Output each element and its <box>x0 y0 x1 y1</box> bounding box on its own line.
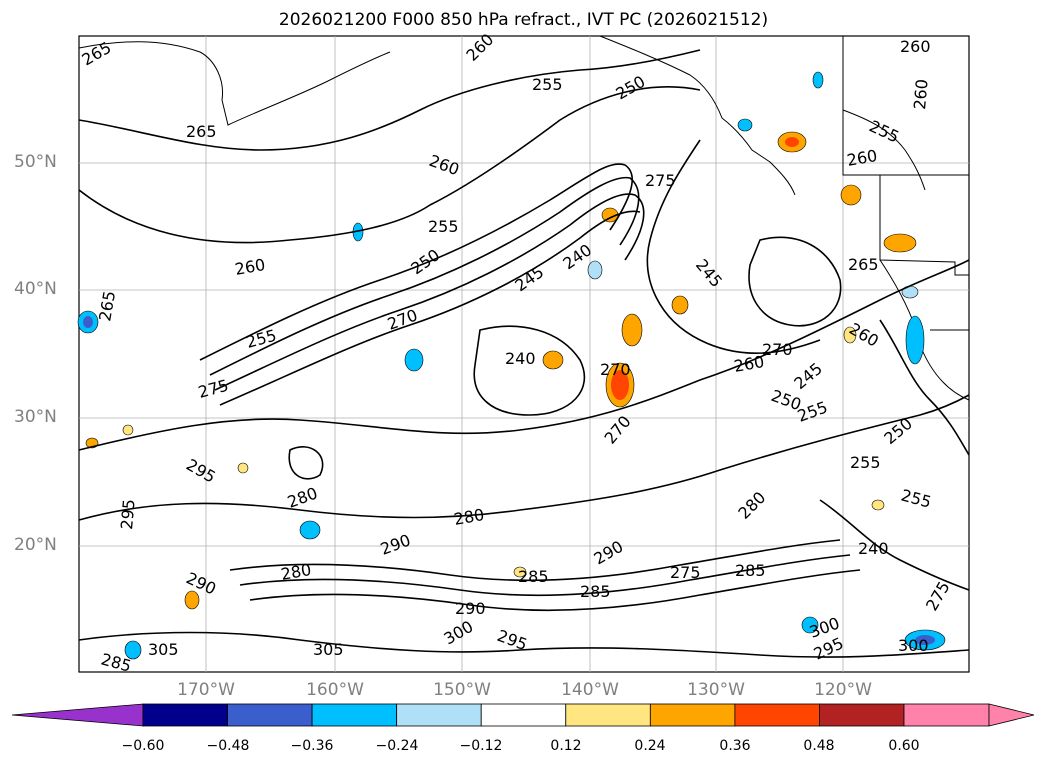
lat-label-30n: 30°N <box>14 407 57 427</box>
contour-label: 300 <box>898 636 929 655</box>
colorbar-segment <box>227 703 313 727</box>
contour-label: 270 <box>762 340 793 359</box>
colorbar-tick: 0.48 <box>803 738 835 754</box>
contour-label: 240 <box>505 349 536 368</box>
contour-label: 285 <box>518 567 549 586</box>
contour-label: 260 <box>910 78 932 110</box>
colorbar-tick: −0.24 <box>375 738 419 754</box>
map-frame <box>78 35 970 673</box>
lat-label-20n: 20°N <box>14 535 57 555</box>
contour-label: 270 <box>600 360 631 379</box>
colorbar-tick: 0.12 <box>550 738 582 754</box>
lon-label-170w: 170°W <box>177 680 235 700</box>
colorbar-segment <box>819 703 905 727</box>
lon-label-120w: 120°W <box>814 680 872 700</box>
contour-label: 275 <box>670 563 701 582</box>
colorbar-segment <box>649 703 736 727</box>
lat-label-40n: 40°N <box>14 279 57 299</box>
lat-label-50n: 50°N <box>14 152 57 172</box>
contour-label: 285 <box>580 582 611 601</box>
colorbar-segment <box>480 703 567 727</box>
contour-label: 255 <box>532 75 563 94</box>
contour-label: 255 <box>850 453 881 472</box>
colorbar-tick: −0.36 <box>290 738 334 754</box>
colorbar-segment <box>565 703 651 727</box>
colorbar-tick: −0.60 <box>121 738 165 754</box>
lon-label-130w: 130°W <box>687 680 745 700</box>
contour-label: 295 <box>117 498 139 530</box>
colorbar-tick: −0.12 <box>459 738 503 754</box>
contour-label: 290 <box>455 599 486 618</box>
contour-label: 255 <box>428 217 459 236</box>
contour-label: 305 <box>148 640 179 659</box>
contour-label: 265 <box>848 255 879 274</box>
colorbar-tick: −0.48 <box>206 738 250 754</box>
contour-label: 275 <box>645 171 676 190</box>
contour-label: 265 <box>186 122 217 141</box>
colorbar-segment <box>903 703 990 727</box>
lon-label-150w: 150°W <box>433 680 491 700</box>
colorbar-segment <box>734 703 820 727</box>
refractivity-contours <box>78 49 970 658</box>
colorbar-segment <box>396 703 482 727</box>
contour-label: 240 <box>858 539 889 558</box>
colorbar-segment <box>311 703 398 727</box>
lon-label-160w: 160°W <box>306 680 364 700</box>
colorbar-segment <box>142 703 228 727</box>
colorbar-extend-high <box>988 703 1035 727</box>
contour-label: 305 <box>313 640 344 659</box>
ivt-shading <box>77 71 946 660</box>
contour-label: 260 <box>900 37 931 56</box>
colorbar-tick: 0.24 <box>634 738 666 754</box>
colorbar-tick: 0.60 <box>888 738 920 754</box>
contour-label: 285 <box>735 561 766 580</box>
lon-label-140w: 140°W <box>561 680 619 700</box>
colorbar-tick: 0.36 <box>719 738 751 754</box>
colorbar <box>11 703 1035 727</box>
map-title: 2026021200 F000 850 hPa refract., IVT PC… <box>278 10 769 30</box>
colorbar-extend-low <box>11 703 144 727</box>
